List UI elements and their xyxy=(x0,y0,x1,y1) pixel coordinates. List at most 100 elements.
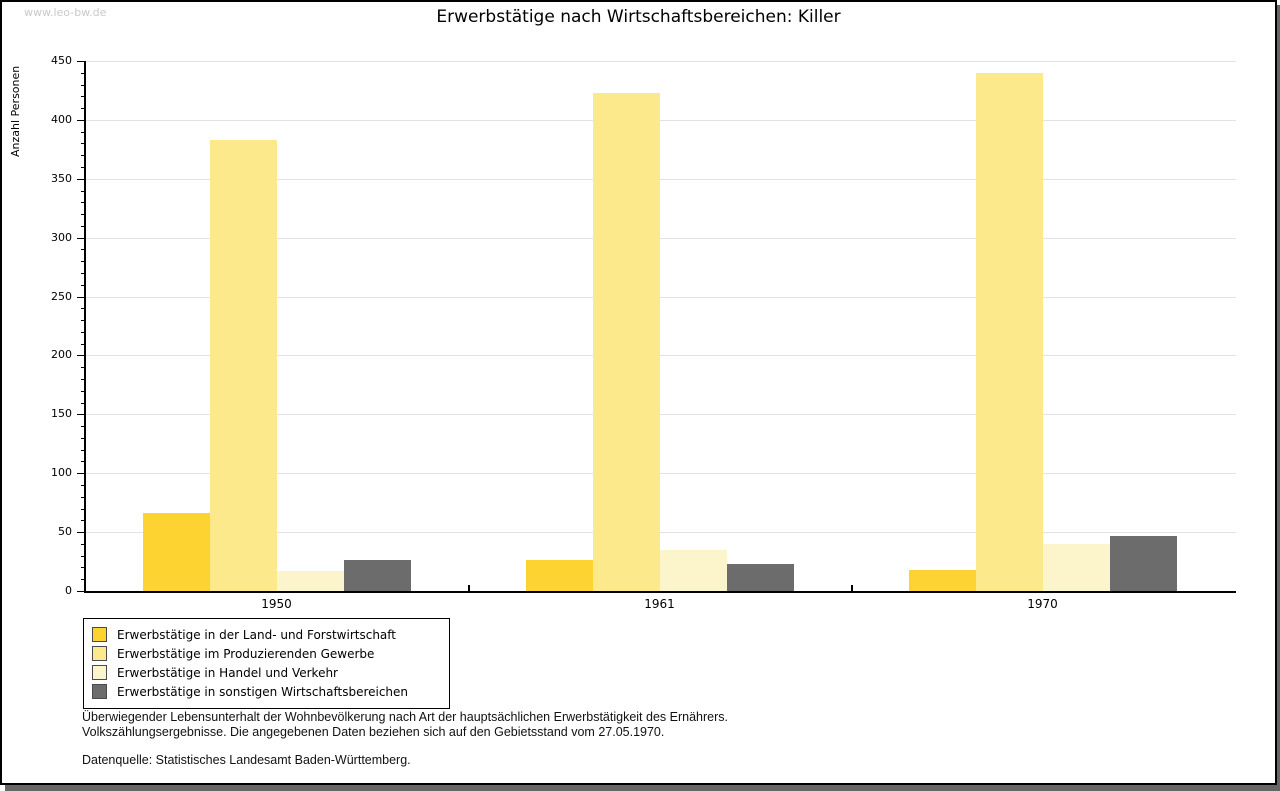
legend-swatch-1 xyxy=(92,627,107,642)
legend-item-2: Erwerbstätige im Produzierenden Gewerbe xyxy=(84,644,449,663)
x-category-label: 1970 xyxy=(1027,597,1058,611)
y-minor-tick xyxy=(81,284,86,286)
y-minor-tick xyxy=(81,320,86,322)
y-minor-tick xyxy=(81,485,86,486)
bar-1950-series-2 xyxy=(209,139,277,591)
data-source-line: Datenquelle: Statistisches Landesamt Bad… xyxy=(82,753,411,767)
y-minor-tick xyxy=(81,96,86,98)
y-major-tick xyxy=(77,473,86,475)
y-minor-tick xyxy=(81,343,86,345)
y-tick-label: 350 xyxy=(51,171,72,185)
y-gridline xyxy=(86,237,1236,239)
y-minor-tick xyxy=(81,508,86,510)
y-tick-label: 100 xyxy=(51,466,72,480)
y-gridline xyxy=(86,355,1236,357)
legend-label-3: Erwerbstätige in Handel und Verkehr xyxy=(117,665,338,680)
y-major-tick xyxy=(77,119,86,121)
plot-area: 0 50 100 150 200 250 300 350 400 450 1950 1961 1970 xyxy=(51,54,1236,611)
legend-item-3: Erwerbstätige in Handel und Verkehr xyxy=(84,663,449,682)
y-major-tick xyxy=(77,414,86,416)
legend-swatch-4 xyxy=(92,684,107,699)
bar-1961-series-1 xyxy=(525,560,593,591)
footnotes: Überwiegender Lebensunterhalt der Wohnbe… xyxy=(82,710,1182,768)
legend-item-4: Erwerbstätige in sonstigen Wirtschaftsbe… xyxy=(84,682,449,701)
y-major-tick xyxy=(77,61,86,62)
y-minor-tick xyxy=(81,214,86,216)
y-minor-tick xyxy=(81,567,86,569)
y-minor-tick xyxy=(81,190,86,192)
page-shadow-bottom xyxy=(5,785,1280,791)
y-axis-title: Anzahl Personen xyxy=(9,65,22,157)
y-tick-label: 250 xyxy=(51,289,72,303)
bar-1970-series-1 xyxy=(908,569,976,591)
y-minor-tick xyxy=(81,543,86,545)
y-minor-tick xyxy=(81,84,86,86)
y-major-tick xyxy=(77,178,86,180)
legend-label-1: Erwerbstätige in der Land- und Forstwirt… xyxy=(117,627,396,642)
watermark-url: www.leo-bw.de xyxy=(24,6,107,19)
y-minor-tick xyxy=(81,225,86,227)
y-gridline xyxy=(86,532,1236,534)
y-minor-tick xyxy=(81,379,86,380)
y-minor-tick xyxy=(81,426,86,428)
y-minor-tick xyxy=(81,367,86,369)
y-tick-label: 150 xyxy=(51,407,72,421)
y-minor-tick xyxy=(81,555,86,557)
y-minor-tick xyxy=(81,202,86,204)
y-minor-tick xyxy=(81,579,86,581)
y-minor-tick xyxy=(81,167,86,168)
y-minor-tick xyxy=(81,273,86,274)
x-separator-tick xyxy=(468,585,470,591)
y-minor-tick xyxy=(81,331,86,333)
y-minor-tick xyxy=(81,308,86,310)
bar-1970-series-2 xyxy=(975,72,1043,591)
y-major-tick xyxy=(77,237,86,239)
y-gridline xyxy=(86,178,1236,180)
bar-1970-series-3 xyxy=(1042,543,1110,591)
y-minor-tick xyxy=(81,437,86,439)
bar-1961-series-2 xyxy=(592,92,660,591)
y-tick-label: 300 xyxy=(51,230,72,244)
y-minor-tick xyxy=(81,496,86,498)
legend-swatch-2 xyxy=(92,646,107,661)
bar-1950-series-4 xyxy=(343,560,411,591)
footnote-line-2: Volkszählungsergebnisse. Die angegebenen… xyxy=(82,724,665,739)
chart-title: Erwerbstätige nach Wirtschaftsbereichen:… xyxy=(436,7,841,27)
bar-1970-series-4 xyxy=(1109,535,1177,591)
y-minor-tick xyxy=(81,131,86,133)
bar-1961-series-3 xyxy=(659,549,727,591)
legend-label-4: Erwerbstätige in sonstigen Wirtschaftsbe… xyxy=(117,684,409,699)
y-major-tick xyxy=(77,355,86,357)
y-gridline xyxy=(86,414,1236,416)
y-tick-label: 400 xyxy=(51,112,72,126)
y-minor-tick xyxy=(81,155,86,157)
bar-1950-series-1 xyxy=(142,513,210,591)
legend-label-2: Erwerbstätige im Produzierenden Gewerbe xyxy=(117,646,375,661)
y-gridline xyxy=(86,119,1236,121)
y-minor-tick xyxy=(81,402,86,404)
y-gridline xyxy=(86,473,1236,475)
footnote-line-1: Überwiegender Lebensunterhalt der Wohnbe… xyxy=(82,710,728,724)
y-tick-label: 450 xyxy=(51,54,72,67)
y-minor-tick xyxy=(81,461,86,463)
y-minor-tick xyxy=(81,390,86,392)
y-major-tick xyxy=(77,591,86,592)
bar-1961-series-4 xyxy=(726,563,794,591)
y-minor-tick xyxy=(81,72,86,74)
y-tick-label: 50 xyxy=(58,525,72,539)
x-category-label: 1950 xyxy=(261,597,292,611)
legend-item-1: Erwerbstätige in der Land- und Forstwirt… xyxy=(84,625,449,644)
y-minor-tick xyxy=(81,449,86,451)
legend-swatch-3 xyxy=(92,665,107,680)
legend-box: Erwerbstätige in der Land- und Forstwirt… xyxy=(83,618,450,709)
y-major-tick xyxy=(77,532,86,534)
y-minor-tick xyxy=(81,143,86,145)
page-shadow-right xyxy=(1277,5,1280,791)
y-tick-label: 200 xyxy=(51,348,72,362)
y-gridline xyxy=(86,296,1236,298)
bar-1950-series-3 xyxy=(276,570,344,591)
y-minor-tick xyxy=(81,108,86,110)
x-separator-tick xyxy=(851,585,853,591)
y-tick-label: 0 xyxy=(65,584,72,597)
